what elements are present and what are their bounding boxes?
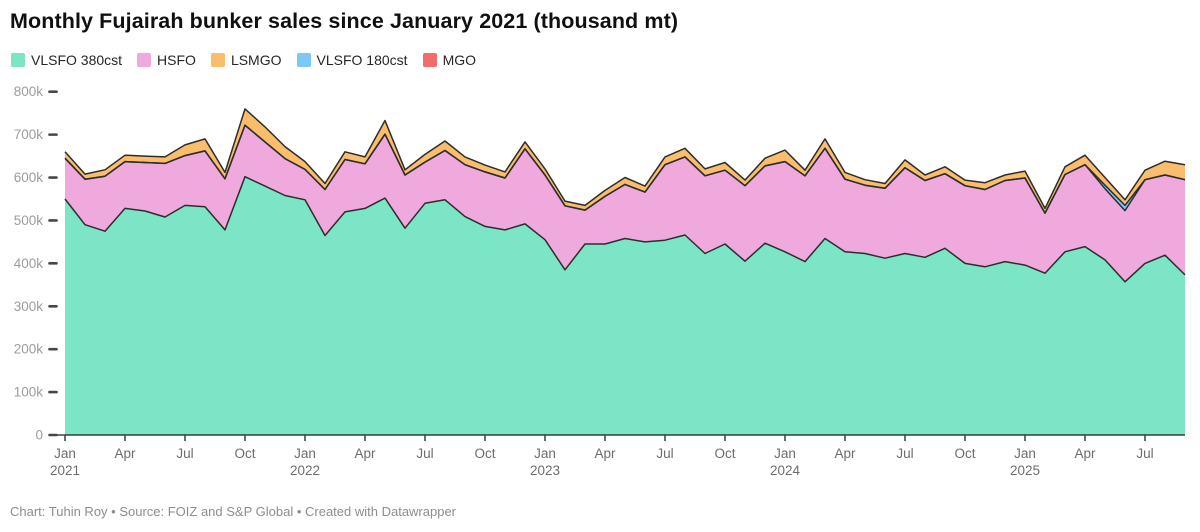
x-axis-label: Jul (1136, 446, 1153, 461)
legend-item-vlsfo-180cst: VLSFO 180cst (296, 52, 408, 68)
x-axis-label: Jul (896, 446, 913, 461)
x-axis-label: Apr (594, 446, 616, 461)
area-vlsfo-380cst (65, 176, 1185, 435)
x-axis-label: Apr (114, 446, 136, 461)
x-axis-year-label: 2024 (770, 463, 801, 478)
x-axis-label: Jan (54, 446, 76, 461)
x-axis-year-label: 2021 (50, 463, 80, 478)
y-axis-label: 400k (14, 256, 44, 271)
area-outline (64, 108, 1186, 210)
legend-swatch-vlsfo-380cst (11, 53, 25, 67)
legend: VLSFO 380cst HSFO LSMGO VLSFO 180cst MGO (11, 52, 476, 68)
area-outline (64, 175, 1186, 283)
x-axis-label: Oct (234, 446, 255, 461)
x-axis-label: Jan (294, 446, 316, 461)
x-axis-label: Oct (954, 446, 975, 461)
legend-item-lsmgo: LSMGO (210, 52, 282, 68)
legend-item-vlsfo-380cst: VLSFO 380cst (11, 52, 122, 68)
x-axis-year-label: 2023 (530, 463, 560, 478)
x-axis-label: Oct (714, 446, 735, 461)
area-outline (64, 124, 1186, 214)
legend-swatch-lsmgo (210, 53, 225, 67)
x-axis-label: Jul (416, 446, 433, 461)
y-axis-label: 500k (14, 213, 44, 228)
y-axis-label: 300k (14, 299, 44, 314)
area-hsfo (65, 125, 1185, 282)
legend-swatch-mgo (422, 53, 437, 67)
legend-label: VLSFO 180cst (316, 52, 408, 68)
legend-swatch-vlsfo-180cst (296, 53, 311, 67)
x-axis-year-label: 2025 (1010, 463, 1040, 478)
legend-swatch-hsfo (137, 53, 152, 67)
x-axis-label: Jan (774, 446, 796, 461)
x-axis-label: Jul (176, 446, 193, 461)
y-axis-label: 600k (14, 170, 44, 185)
y-axis-label: 800k (14, 84, 44, 99)
legend-label: MGO (442, 52, 477, 68)
x-axis-label: Apr (354, 446, 376, 461)
legend-label: HSFO (157, 52, 196, 68)
y-axis-label: 200k (14, 342, 44, 357)
y-axis-label: 100k (14, 385, 44, 400)
x-axis-label: Apr (834, 446, 856, 461)
x-axis-label: Oct (474, 446, 495, 461)
legend-item-hsfo: HSFO (137, 52, 196, 68)
legend-item-mgo: MGO (422, 52, 477, 68)
x-axis-year-label: 2022 (290, 463, 320, 478)
x-axis-label: Apr (1074, 446, 1096, 461)
x-axis-label: Jul (656, 446, 673, 461)
x-axis-label: Jan (534, 446, 556, 461)
x-axis-label: Jan (1014, 446, 1036, 461)
attribution: Chart: Tuhin Roy • Source: FOIZ and S&P … (10, 504, 457, 519)
y-axis-label: 0 (35, 428, 43, 443)
chart-title: Monthly Fujairah bunker sales since Janu… (10, 9, 679, 33)
legend-label: VLSFO 380cst (31, 52, 123, 68)
legend-label: LSMGO (230, 52, 282, 68)
y-axis-label: 700k (14, 127, 44, 142)
